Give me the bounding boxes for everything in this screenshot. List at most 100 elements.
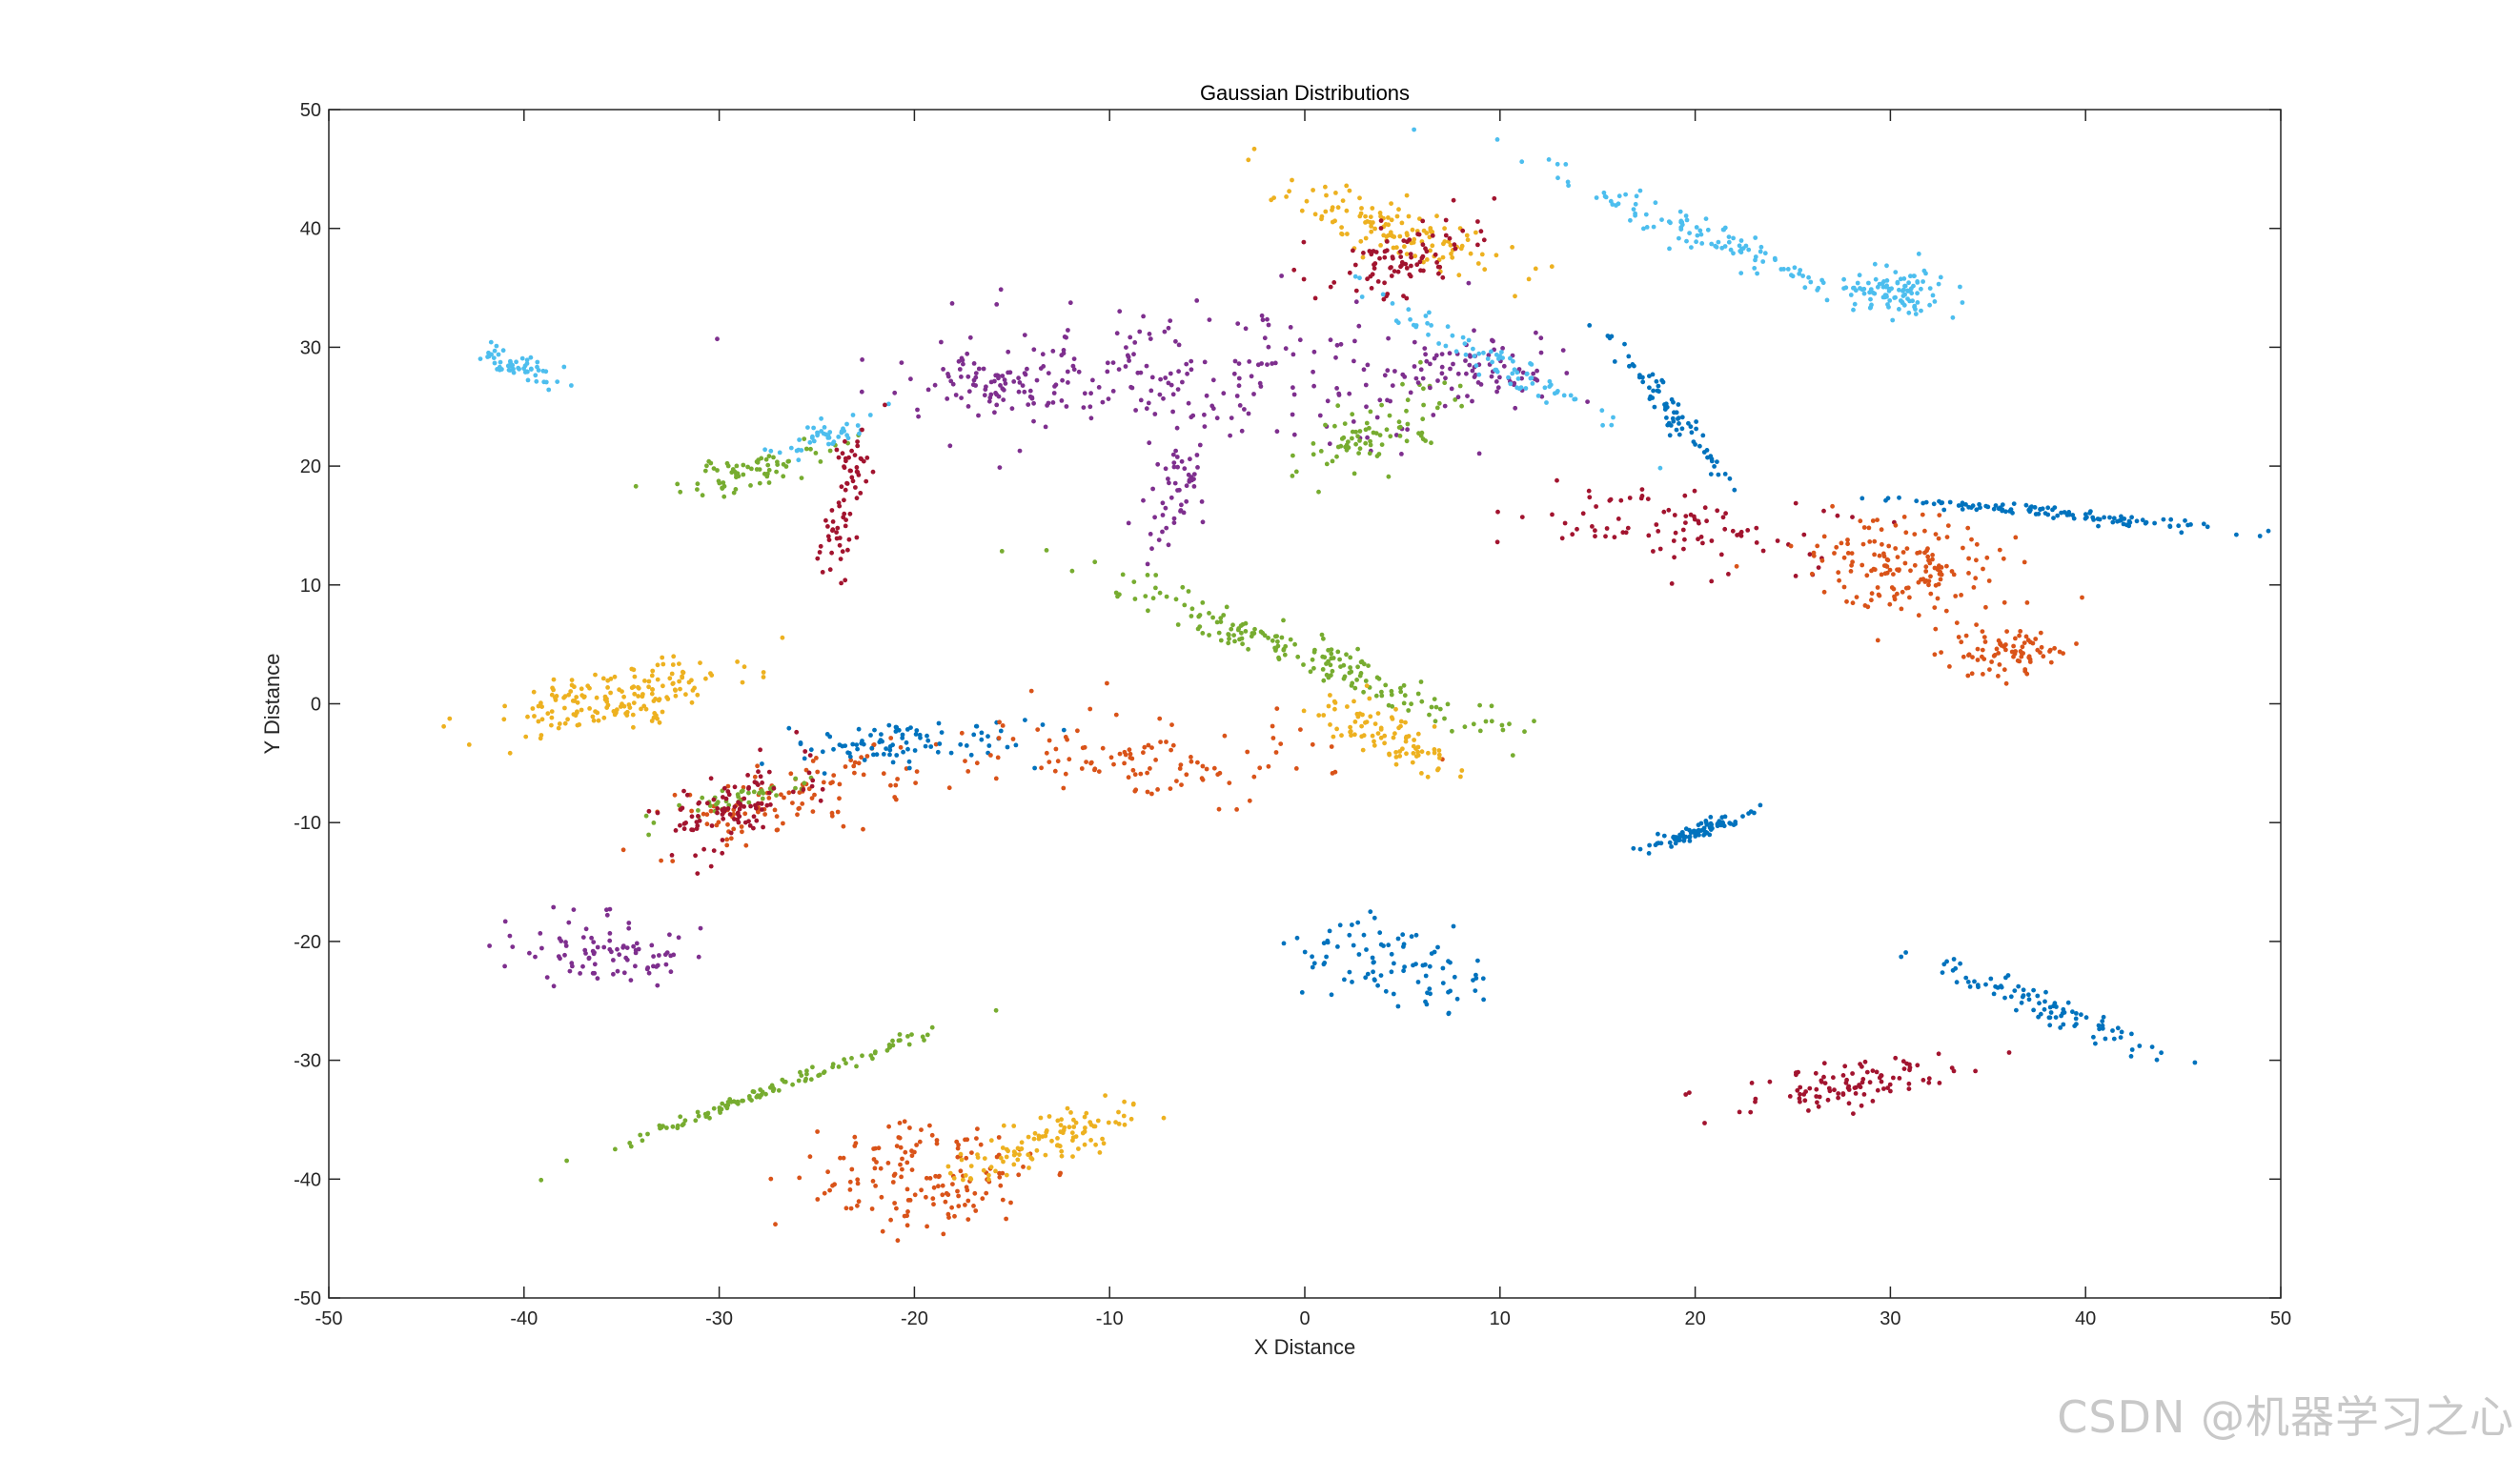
scatter-point: [696, 808, 701, 813]
scatter-point: [746, 1094, 752, 1099]
scatter-point: [998, 383, 1003, 388]
scatter-point: [1913, 312, 1919, 316]
scatter-point: [1821, 534, 1827, 539]
scatter-point: [2023, 634, 2029, 639]
scatter-point: [1394, 213, 1400, 219]
scatter-point: [952, 1213, 957, 1219]
scatter-point: [489, 352, 494, 357]
scatter-point: [1676, 416, 1680, 421]
scatter-point: [1410, 760, 1415, 765]
scatter-point: [593, 672, 598, 678]
scatter-point: [524, 361, 530, 366]
scatter-point: [669, 853, 675, 858]
scatter-point: [1753, 254, 1758, 259]
scatter-point: [1345, 232, 1350, 236]
scatter-point: [1612, 359, 1617, 364]
scatter-point: [1880, 281, 1885, 286]
scatter-point: [934, 1138, 940, 1143]
scatter-point: [1900, 1059, 1906, 1064]
scatter-point: [850, 478, 856, 484]
scatter-point: [1321, 713, 1327, 718]
scatter-point: [1762, 251, 1768, 256]
scatter-point: [1429, 704, 1434, 710]
scatter-point: [1087, 404, 1093, 410]
scatter-point: [1396, 207, 1401, 213]
scatter-point: [1400, 372, 1406, 377]
scatter-point: [2107, 515, 2112, 520]
scatter-point: [905, 1034, 910, 1039]
scatter-point: [1692, 488, 1697, 494]
scatter-point: [1292, 641, 1297, 647]
scatter-point: [1697, 443, 1702, 449]
scatter-point: [1179, 782, 1184, 787]
scatter-point: [2066, 510, 2072, 515]
scatter-point: [1688, 830, 1694, 836]
scatter-point: [1334, 342, 1340, 348]
scatter-point: [633, 483, 639, 489]
scatter-point: [914, 728, 920, 733]
scatter-point: [600, 676, 606, 681]
scatter-point: [827, 734, 833, 740]
scatter-point: [1941, 962, 1947, 967]
scatter-point: [979, 737, 985, 742]
scatter-point: [1472, 354, 1477, 358]
scatter-point: [621, 970, 627, 976]
scatter-point: [1853, 1084, 1859, 1090]
scatter-point: [1899, 606, 1904, 612]
scatter-point: [1160, 500, 1166, 506]
scatter-point: [1341, 676, 1347, 681]
scatter-point: [1886, 543, 1892, 549]
scatter-point: [2100, 1025, 2105, 1031]
scatter-point: [1157, 716, 1163, 721]
scatter-point: [1637, 188, 1643, 193]
scatter-point: [1625, 525, 1631, 531]
scatter-point: [1131, 352, 1136, 357]
scatter-point: [849, 1166, 855, 1172]
scatter-point: [1667, 840, 1673, 845]
scatter-point: [569, 383, 574, 388]
scatter-point: [774, 827, 780, 833]
scatter-point: [1542, 385, 1548, 391]
scatter-point: [963, 1203, 967, 1207]
scatter-point: [1282, 652, 1288, 658]
scatter-point: [1351, 358, 1356, 364]
scatter-point: [1293, 766, 1299, 771]
scatter-point: [830, 441, 835, 446]
scatter-point: [1433, 719, 1438, 724]
scatter-point: [2122, 517, 2127, 521]
scatter-point: [1409, 254, 1413, 260]
scatter-point: [640, 692, 645, 697]
scatter-point: [1377, 255, 1382, 261]
scatter-point: [567, 968, 573, 974]
scatter-point: [871, 1157, 877, 1162]
scatter-point: [1515, 376, 1521, 381]
scatter-point: [594, 695, 600, 700]
scatter-point: [1450, 333, 1455, 338]
scatter-point: [1709, 578, 1715, 584]
scatter-point: [640, 1138, 645, 1144]
scatter-point: [934, 1141, 940, 1146]
scatter-point: [1949, 1065, 1955, 1070]
scatter-point: [676, 935, 681, 941]
scatter-point: [1415, 380, 1421, 385]
scatter-point: [1105, 680, 1109, 686]
scatter-point: [1705, 227, 1711, 233]
scatter-point: [1036, 1136, 1042, 1142]
scatter-point: [1945, 523, 1951, 528]
scatter-point: [1679, 222, 1685, 228]
scatter-point: [1627, 496, 1633, 500]
scatter-point: [1489, 703, 1494, 709]
scatter-point: [814, 756, 819, 760]
scatter-point: [1447, 351, 1453, 356]
scatter-point: [1106, 1120, 1111, 1125]
scatter-point: [1391, 245, 1396, 251]
scatter-point: [1006, 349, 1011, 355]
scatter-point: [1603, 534, 1608, 539]
scatter-point: [1572, 396, 1577, 402]
scatter-point: [1383, 988, 1389, 994]
scatter-point: [621, 703, 627, 709]
scatter-point: [1836, 570, 1841, 576]
scatter-point: [1175, 622, 1181, 627]
scatter-point: [2003, 509, 2008, 515]
scatter-point: [1915, 1063, 1920, 1068]
